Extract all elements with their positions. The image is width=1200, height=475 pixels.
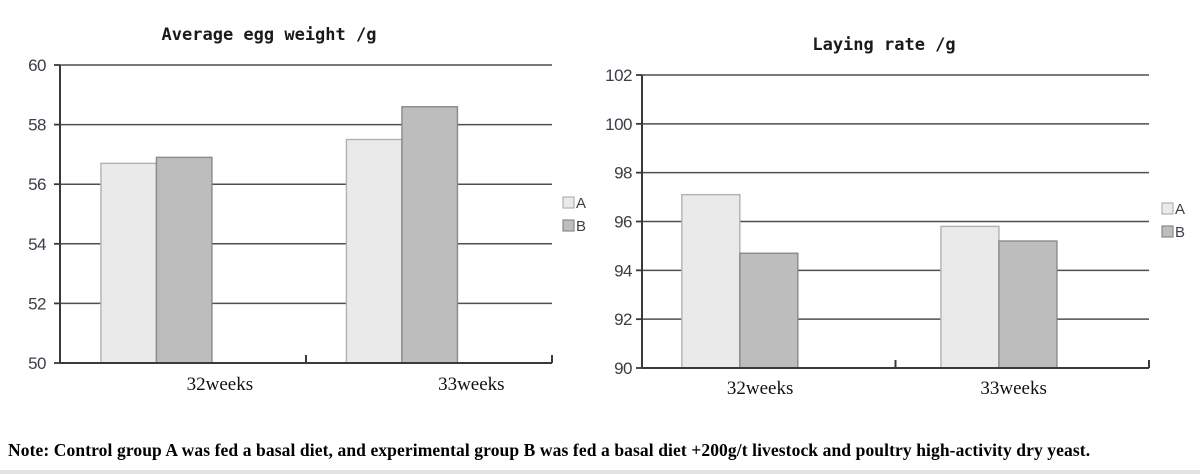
bar-A-32weeks <box>681 193 741 369</box>
x-category-label-32weeks: 32weeks <box>187 374 253 395</box>
chart-title-0: Average egg weight /g <box>162 25 377 45</box>
dual-bar-chart-figure: 50 52 54 56 58 60 32weeks 33weeks Average egg we… <box>28 25 1185 399</box>
legend-swatch-A <box>1161 202 1174 215</box>
y-tick-label-52: 52 <box>28 294 46 313</box>
bar-A-33weeks <box>345 138 403 364</box>
legend-swatch-A <box>562 196 575 209</box>
figure-note: Note: Control group A was fed a basal di… <box>8 440 1091 460</box>
x-category-label-33weeks: 33weeks <box>980 378 1046 399</box>
legend-0: AB <box>562 195 586 235</box>
y-tick-label-100: 100 <box>605 115 632 134</box>
x-category-label-33weeks: 33weeks <box>438 374 504 395</box>
legend-1: AB <box>1161 201 1185 241</box>
y-tick-label-98: 98 <box>614 164 632 183</box>
bar-B-33weeks <box>401 106 459 364</box>
legend-label-A: A <box>576 195 586 212</box>
bar-B-32weeks <box>155 156 213 364</box>
legend-label-B: B <box>1175 224 1185 241</box>
y-tick-label-94: 94 <box>614 261 632 280</box>
x-category-label-32weeks: 32weeks <box>727 378 793 399</box>
legend-label-B: B <box>576 218 586 235</box>
chart-1: 90 92 94 96 98 100 102 32weeks 33weeks Laying rat… <box>605 35 1185 399</box>
bar-B-33weeks <box>998 240 1058 369</box>
y-tick-label-90: 90 <box>614 359 632 378</box>
y-tick-label-50: 50 <box>28 354 46 373</box>
y-tick-label-92: 92 <box>614 310 632 329</box>
chart-title-1: Laying rate /g <box>812 35 955 55</box>
bar-B-32weeks <box>739 252 799 369</box>
y-tick-label-54: 54 <box>28 235 46 254</box>
y-tick-label-60: 60 <box>28 56 46 75</box>
chart-0: 50 52 54 56 58 60 32weeks 33weeks Average egg we… <box>28 25 586 395</box>
legend-swatch-B <box>1161 225 1174 238</box>
bar-A-32weeks <box>100 162 158 364</box>
y-tick-label-56: 56 <box>28 175 46 194</box>
y-tick-label-58: 58 <box>28 116 46 135</box>
bar-A-33weeks <box>940 225 1000 369</box>
bottom-divider <box>0 470 1200 474</box>
y-tick-label-96: 96 <box>614 213 632 232</box>
y-tick-label-102: 102 <box>605 66 632 85</box>
legend-label-A: A <box>1175 201 1185 218</box>
legend-swatch-B <box>562 219 575 232</box>
